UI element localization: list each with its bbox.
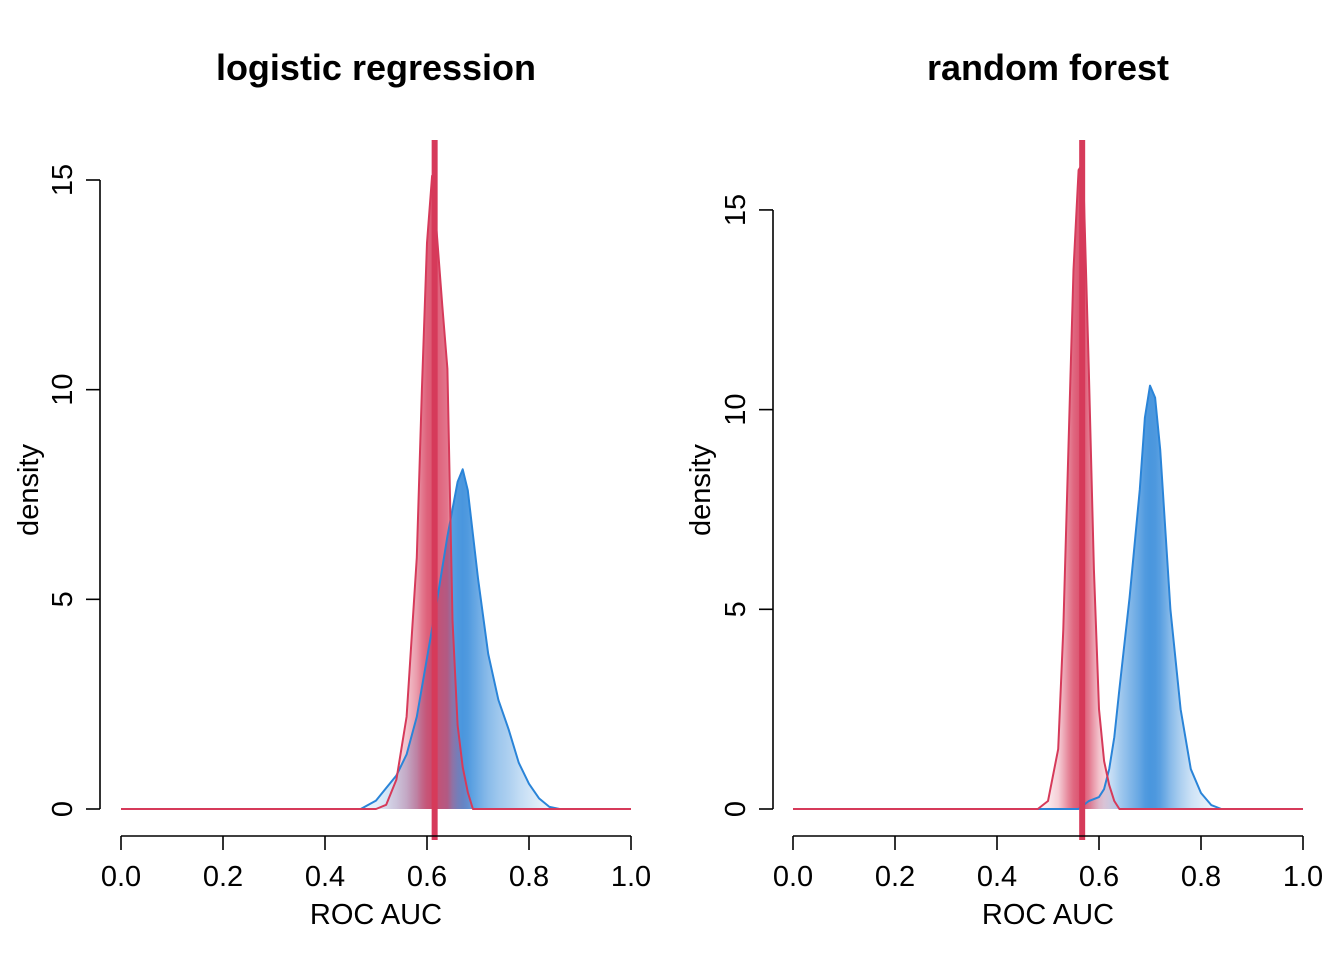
density-line-blue [793,384,1303,810]
density-fill-red [793,166,1303,809]
y-tick-label: 5 [720,601,752,617]
x-tick-label: 0.8 [1181,861,1221,893]
density-fill-blue [793,385,1303,809]
density-fill-red [121,175,631,809]
y-tick-label: 10 [720,393,752,425]
x-tick-label: 0.8 [509,861,549,893]
y-axis-label: density [685,444,717,536]
chart-title: random forest [927,47,1169,88]
x-axis-label: ROC AUC [982,899,1114,931]
x-tick-label: 0.6 [1079,861,1119,893]
x-axis-label: ROC AUC [310,899,442,931]
x-tick-label: 0.4 [305,861,345,893]
density-line-red [793,165,1303,810]
y-axis-label: density [13,444,45,536]
x-tick-label: 0.4 [977,861,1017,893]
x-tick-label: 0.6 [407,861,447,893]
y-tick-label: 15 [47,164,79,196]
x-tick-label: 0.0 [101,861,141,893]
y-tick-label: 10 [47,374,79,406]
y-tick-label: 5 [47,591,79,607]
panel-random-forest: random forest 0.0 0.2 0.4 0.6 0.8 1.0 ROC AUC 0 5… [685,47,1323,931]
density-line-red [121,174,631,810]
density-fill-blue [121,469,631,809]
x-tick-label: 1.0 [611,861,651,893]
x-tick-label: 0.0 [773,861,813,893]
y-tick-label: 0 [720,801,752,817]
y-tick-label: 0 [47,801,79,817]
panel-logistic-regression: logistic regression 0.0 0.2 0.4 0.6 0.8 1.0 ROC… [13,47,651,931]
x-tick-label: 0.2 [203,861,243,893]
density-line-blue [121,468,631,810]
x-tick-label: 0.2 [875,861,915,893]
chart-title: logistic regression [216,47,536,88]
x-tick-label: 1.0 [1283,861,1323,893]
y-tick-label: 15 [720,194,752,226]
